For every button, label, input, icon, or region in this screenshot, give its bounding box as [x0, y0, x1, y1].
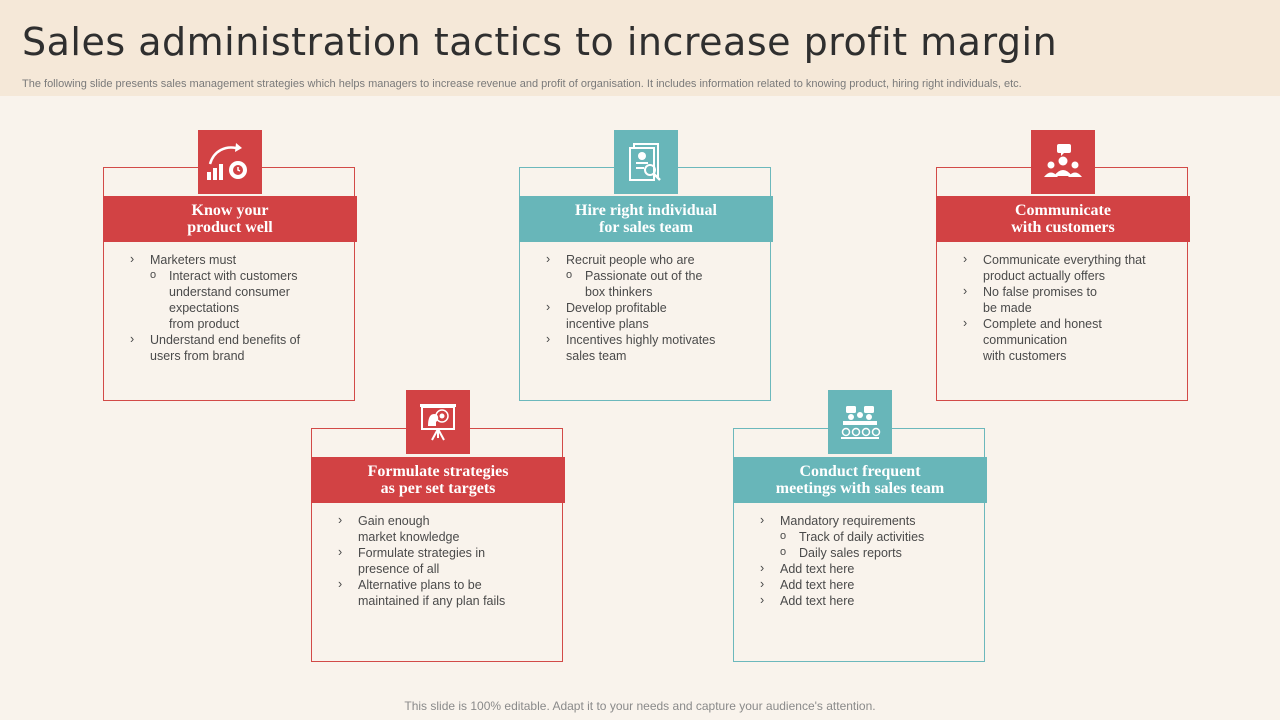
sub-bullet-item: Daily sales reports [760, 544, 924, 561]
bullet-continuation: users from brand [150, 349, 245, 363]
bullet-continuation: presence of all [358, 562, 440, 576]
bullet-item: Develop profitable [546, 299, 715, 316]
bullet-item: Marketers must [130, 251, 300, 268]
bullet-continuation: incentive plans [566, 317, 649, 331]
card-bullets: Gain enough market knowledge Formulate s… [338, 512, 506, 609]
bullet-item: Mandatory requirements [760, 512, 924, 529]
card-heading-line: as per set targets [380, 480, 496, 497]
card-heading: Communicate with customers [936, 196, 1190, 242]
card-bullets: Marketers must Interact with customers u… [130, 251, 300, 364]
card-heading-line: product well [187, 219, 273, 236]
card-heading-line: Know your [191, 202, 269, 219]
bullet-continuation: product actually offers [983, 269, 1106, 283]
card-heading-line: with customers [1011, 219, 1115, 236]
sub-bullet-item: Passionate out of the [546, 267, 715, 284]
bullet-continuation: maintained if any plan fails [358, 594, 506, 608]
card-hire-right: Hire right individual for sales team Rec… [519, 167, 773, 401]
card-heading-line: Conduct frequent [799, 463, 921, 480]
header-band: Sales administration tactics to increase… [0, 0, 1280, 96]
group-chat-icon [1031, 130, 1095, 194]
bullet-item: Add text here [760, 560, 924, 577]
resume-search-icon [614, 130, 678, 194]
sub-bullet-item: Track of daily activities [760, 528, 924, 545]
card-heading-line: Formulate strategies [367, 463, 509, 480]
card-heading-line: meetings with sales team [775, 480, 945, 497]
bullet-continuation: market knowledge [358, 530, 460, 544]
card-bullets: Communicate everything that product actu… [963, 251, 1146, 364]
bullet-item: Gain enough [338, 512, 505, 529]
card-know-product: Know your product well Marketers must In… [103, 167, 357, 401]
card-heading: Know your product well [103, 196, 357, 242]
team-meeting-icon [828, 390, 892, 454]
bullet-continuation: expectations [169, 301, 240, 315]
bullet-item: Alternative plans to be [338, 576, 505, 593]
bullet-item: Add text here [760, 592, 924, 609]
bullet-continuation: sales team [566, 349, 627, 363]
bullet-continuation: understand consumer [169, 285, 290, 299]
bullet-item: Recruit people who are [546, 251, 715, 268]
bullet-continuation: box thinkers [585, 285, 653, 299]
card-communicate: Communicate with customers Communicate e… [936, 167, 1190, 401]
card-heading: Hire right individual for sales team [519, 196, 773, 242]
bullet-item: Add text here [760, 576, 924, 593]
bullet-continuation: with customers [983, 349, 1067, 363]
target-presentation-icon [406, 390, 470, 454]
bullet-item: No false promises to [963, 283, 1146, 300]
bullet-item: Incentives highly motivates [546, 331, 715, 348]
sub-bullet-item: Interact with customers [130, 267, 300, 284]
growth-gear-icon [198, 130, 262, 194]
card-heading-line: for sales team [599, 219, 693, 236]
card-heading: Formulate strategies as per set targets [311, 457, 565, 503]
card-heading-line: Communicate [1015, 202, 1111, 219]
card-conduct-meetings: Conduct frequent meetings with sales tea… [733, 428, 987, 662]
footer-note: This slide is 100% editable. Adapt it to… [404, 699, 876, 713]
bullet-continuation: communication [983, 333, 1068, 347]
card-bullets: Recruit people who are Passionate out of… [546, 251, 715, 364]
page-title: Sales administration tactics to increase… [22, 20, 1058, 64]
bullet-item: Understand end benefits of [130, 331, 300, 348]
bullet-item: Communicate everything that [963, 251, 1146, 268]
card-formulate-strategies: Formulate strategies as per set targets … [311, 428, 565, 662]
bullet-item: Complete and honest [963, 315, 1146, 332]
bullet-continuation: be made [983, 301, 1032, 315]
page-subtitle: The following slide presents sales manag… [22, 78, 1022, 90]
bullet-continuation: from product [169, 317, 240, 331]
card-heading: Conduct frequent meetings with sales tea… [733, 457, 987, 503]
bullet-item: Formulate strategies in [338, 544, 505, 561]
card-heading-line: Hire right individual [575, 202, 717, 219]
card-bullets: Mandatory requirements Track of daily ac… [760, 512, 924, 609]
